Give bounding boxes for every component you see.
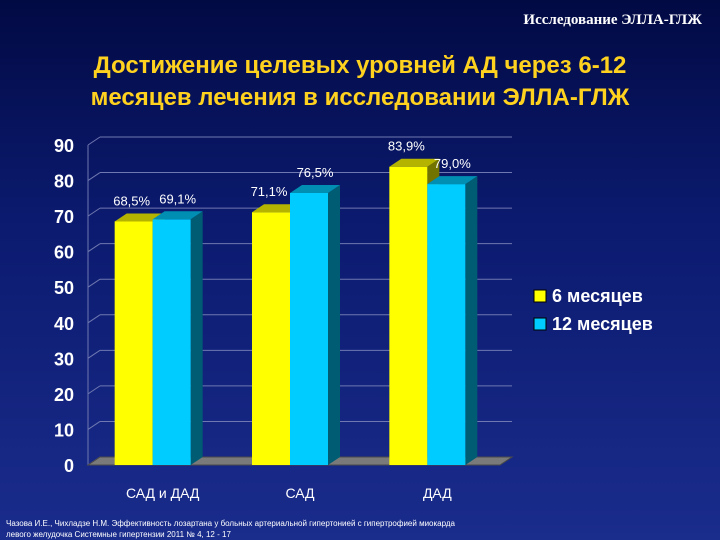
bar-top — [427, 176, 478, 185]
bar-top — [252, 204, 302, 213]
y-tick-label: 60 — [54, 243, 74, 263]
data-label: 79,0% — [434, 156, 471, 171]
slide-title-line-1: Достижение целевых уровней АД через 6-12 — [93, 52, 627, 79]
data-label: 69,1% — [159, 191, 196, 206]
y-tick-label: 40 — [54, 314, 74, 334]
bar-chart: 0 10 20 30 40 50 60 70 80 90 68,5% 69,1% САД и ДАД 71… — [54, 136, 653, 501]
bar-side — [465, 176, 478, 465]
y-tick-label: 50 — [54, 278, 74, 298]
y-tick-label: 30 — [54, 349, 74, 369]
bar — [427, 184, 466, 465]
grid-side-line — [87, 349, 101, 359]
grid-side-line — [87, 207, 101, 217]
citation-line-1: Чазова И.Е., Чихладзе Н.М. Эффективность… — [6, 519, 455, 528]
study-tag: Исследование ЭЛЛА-ГЛЖ — [523, 12, 702, 28]
grid-side-line — [87, 421, 101, 430]
legend-label: 6 месяцев — [552, 286, 643, 306]
legend-swatch — [533, 317, 547, 331]
bar-top — [114, 213, 165, 222]
data-label: 76,5% — [297, 165, 334, 180]
grid-side-line — [87, 243, 101, 253]
bar — [290, 193, 328, 465]
bar — [252, 212, 290, 465]
grid-side-line — [87, 172, 101, 181]
y-tick-label: 70 — [54, 207, 74, 227]
y-tick-label: 90 — [54, 136, 74, 156]
data-label: 83,9% — [388, 139, 425, 154]
citation: Чазова И.Е., Чихладзе Н.М. Эффективность… — [6, 518, 706, 540]
y-tick-label: 20 — [54, 385, 74, 405]
bar-top — [290, 185, 340, 193]
bar — [114, 221, 153, 465]
bar-side — [328, 185, 340, 465]
bar — [389, 166, 428, 465]
legend-swatch — [533, 289, 547, 303]
y-tick-label: 0 — [64, 456, 74, 476]
data-label: 68,5% — [113, 193, 150, 208]
data-label: 71,1% — [251, 184, 288, 199]
slide-title-line-2: месяцев лечения в исследовании ЭЛЛА-ГЛЖ — [90, 84, 630, 111]
slide-title: Достижение целевых уровней АД через 6-12… — [20, 50, 700, 114]
y-tick-label: 10 — [54, 420, 74, 440]
bar — [152, 219, 191, 465]
bar-side — [190, 211, 203, 465]
bar-top — [152, 211, 203, 220]
legend-label: 12 месяцев — [552, 314, 653, 334]
y-tick-label: 80 — [54, 172, 74, 192]
x-category-label: ДАД — [423, 485, 452, 501]
grid-side-line — [87, 136, 101, 146]
x-category-label: САД — [285, 485, 315, 501]
grid-side-line — [87, 314, 101, 324]
bar-top — [389, 158, 440, 167]
citation-line-2: левого желудочка Системные гипертензии 2… — [6, 530, 231, 539]
grid-side-line — [87, 385, 101, 395]
x-category-label: САД и ДАД — [126, 485, 200, 501]
grid-side-line — [87, 278, 101, 288]
